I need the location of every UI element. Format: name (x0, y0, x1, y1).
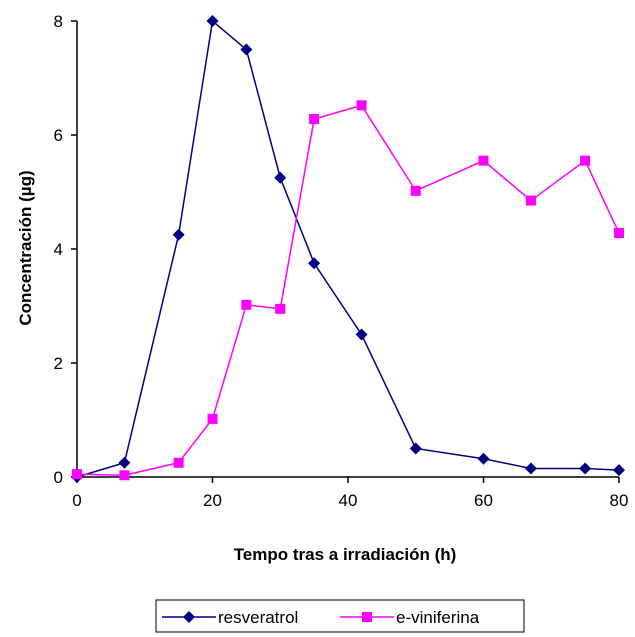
data-point-e-viniferina (580, 155, 591, 166)
data-point-e-viniferina (356, 100, 367, 111)
data-point-resveratrol (206, 15, 219, 27)
y-tick-label: 8 (54, 12, 63, 31)
data-point-resveratrol (355, 328, 368, 341)
x-tick-label: 40 (339, 491, 358, 510)
data-point-e-viniferina (478, 155, 489, 166)
x-tick-label: 60 (474, 491, 493, 510)
data-point-e-viniferina (525, 195, 536, 206)
series-line-resveratrol (76, 19, 620, 478)
data-point-resveratrol (524, 462, 537, 475)
data-point-resveratrol (579, 462, 592, 475)
legend-marker-e-viniferina (362, 612, 372, 622)
series-e-viniferina (72, 100, 624, 481)
legend-label-e-viniferina: e-viniferina (396, 608, 480, 627)
data-point-resveratrol (613, 464, 625, 477)
data-point-e-viniferina (173, 457, 184, 468)
y-tick-label: 6 (54, 126, 63, 145)
legend-box (155, 599, 525, 633)
data-point-e-viniferina (119, 470, 130, 481)
legend: resveratrol e-viniferina (155, 599, 525, 633)
legend-marker-resveratrol (183, 611, 195, 623)
series-resveratrol (71, 15, 625, 483)
x-tick-label: 80 (610, 491, 629, 510)
data-point-e-viniferina (614, 228, 624, 239)
data-point-resveratrol (477, 452, 490, 465)
y-axis-title: Concentración (µg) (16, 170, 35, 325)
y-tick-label: 2 (54, 354, 63, 373)
data-point-resveratrol (274, 171, 287, 184)
y-tick-label: 0 (54, 468, 63, 487)
data-point-e-viniferina (309, 114, 320, 125)
data-point-resveratrol (308, 257, 321, 270)
data-point-e-viniferina (410, 185, 421, 196)
data-point-e-viniferina (72, 469, 82, 480)
data-point-e-viniferina (207, 413, 218, 424)
data-point-resveratrol (172, 228, 185, 241)
data-point-resveratrol (118, 456, 131, 469)
axes (76, 21, 619, 478)
y-axis-ticks: 0 2 4 6 8 (54, 12, 77, 487)
data-point-resveratrol (240, 43, 253, 56)
data-point-resveratrol (409, 442, 422, 455)
data-point-e-viniferina (241, 299, 252, 310)
legend-label-resveratrol: resveratrol (218, 608, 298, 627)
x-axis-title: Tempo tras a irradiación (h) (234, 545, 457, 564)
x-axis-ticks: 0 20 40 60 80 (72, 477, 628, 510)
series-line-e-viniferina (76, 104, 620, 477)
data-point-e-viniferina (275, 303, 286, 314)
y-tick-label: 4 (54, 240, 63, 259)
x-tick-label: 20 (203, 491, 222, 510)
x-tick-label: 0 (72, 491, 81, 510)
series-layer (71, 15, 625, 483)
